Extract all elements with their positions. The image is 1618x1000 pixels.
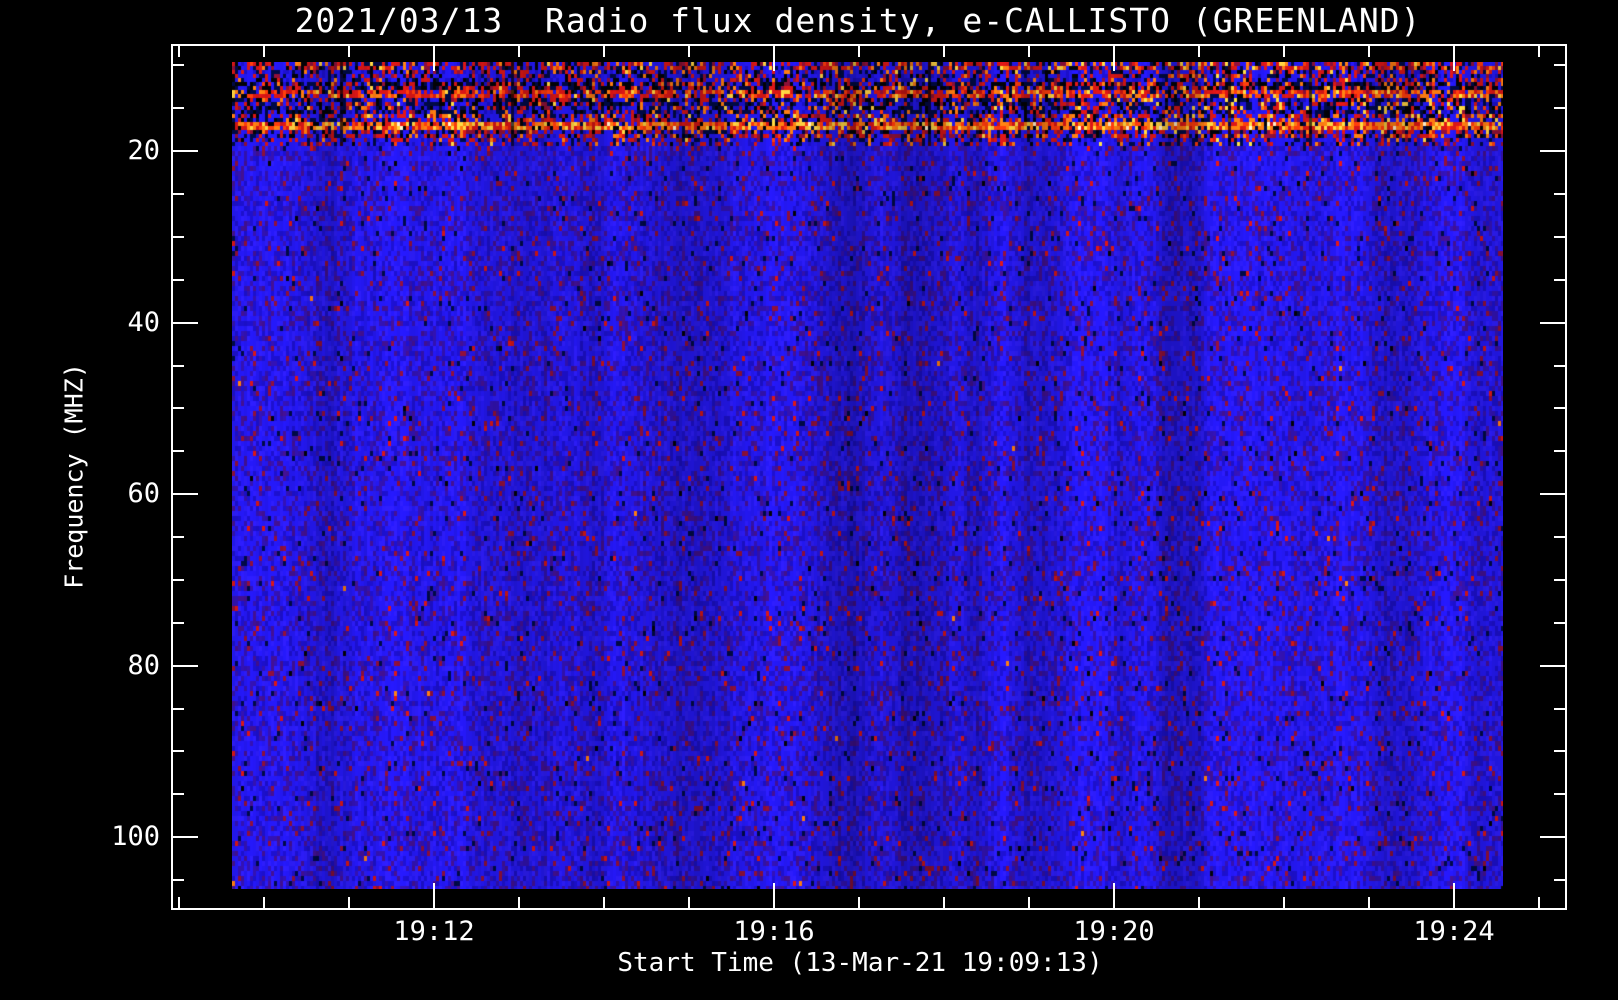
y-minor-tick-right: [1554, 365, 1567, 367]
x-tick-label-19:24: 19:24: [1413, 916, 1495, 947]
y-axis-title: Frequency (MHZ): [59, 363, 89, 589]
y-minor-tick-right: [1554, 236, 1567, 238]
y-minor-tick-left: [171, 750, 184, 752]
x-major-tick-top: [1453, 44, 1455, 71]
y-tick-label-80: 80: [127, 650, 160, 681]
y-major-tick-left: [171, 493, 198, 495]
spectrogram-canvas: [232, 62, 1503, 889]
x-minor-tick-bottom: [1028, 897, 1030, 910]
y-minor-tick-left: [171, 365, 184, 367]
x-minor-tick-top: [943, 44, 945, 57]
x-minor-tick-bottom: [348, 897, 350, 910]
y-minor-tick-right: [1554, 750, 1567, 752]
y-minor-tick-right: [1554, 879, 1567, 881]
y-major-tick-right: [1540, 836, 1567, 838]
x-minor-tick-bottom: [688, 897, 690, 910]
y-minor-tick-left: [171, 793, 184, 795]
y-minor-tick-right: [1554, 708, 1567, 710]
y-minor-tick-left: [171, 450, 184, 452]
y-minor-tick-right: [1554, 107, 1567, 109]
y-minor-tick-left: [171, 64, 184, 66]
x-tick-label-19:20: 19:20: [1073, 916, 1155, 947]
x-minor-tick-bottom: [1283, 897, 1285, 910]
y-minor-tick-left: [171, 107, 184, 109]
y-major-tick-right: [1540, 150, 1567, 152]
x-minor-tick-top: [1368, 44, 1370, 57]
x-minor-tick-bottom: [943, 897, 945, 910]
x-minor-tick-top: [1198, 44, 1200, 57]
y-tick-label-60: 60: [127, 478, 160, 509]
y-major-tick-left: [171, 836, 198, 838]
y-minor-tick-right: [1554, 579, 1567, 581]
y-minor-tick-left: [171, 579, 184, 581]
y-minor-tick-right: [1554, 536, 1567, 538]
x-minor-tick-top: [518, 44, 520, 57]
x-minor-tick-top: [688, 44, 690, 57]
x-minor-tick-bottom: [1198, 897, 1200, 910]
y-minor-tick-left: [171, 708, 184, 710]
y-minor-tick-left: [171, 236, 184, 238]
x-major-tick-top: [433, 44, 435, 71]
y-minor-tick-right: [1554, 450, 1567, 452]
y-minor-tick-left: [171, 193, 184, 195]
x-tick-label-19:16: 19:16: [733, 916, 815, 947]
x-tick-label-19:12: 19:12: [393, 916, 475, 947]
y-minor-tick-right: [1554, 279, 1567, 281]
y-major-tick-right: [1540, 493, 1567, 495]
y-minor-tick-left: [171, 536, 184, 538]
y-tick-label-40: 40: [127, 307, 160, 338]
y-major-tick-left: [171, 665, 198, 667]
y-tick-label-20: 20: [127, 135, 160, 166]
y-major-tick-right: [1540, 322, 1567, 324]
y-minor-tick-left: [171, 879, 184, 881]
x-minor-tick-top: [178, 44, 180, 57]
x-minor-tick-top: [603, 44, 605, 57]
y-major-tick-left: [171, 322, 198, 324]
x-major-tick-bottom: [1113, 883, 1115, 910]
x-minor-tick-top: [1283, 44, 1285, 57]
x-minor-tick-top: [858, 44, 860, 57]
x-minor-tick-bottom: [263, 897, 265, 910]
y-minor-tick-right: [1554, 193, 1567, 195]
x-minor-tick-top: [348, 44, 350, 57]
x-minor-tick-bottom: [1368, 897, 1370, 910]
y-tick-label-100: 100: [111, 821, 160, 852]
y-minor-tick-right: [1554, 407, 1567, 409]
y-minor-tick-left: [171, 407, 184, 409]
x-minor-tick-bottom: [603, 897, 605, 910]
x-minor-tick-bottom: [1538, 897, 1540, 910]
y-minor-tick-right: [1554, 622, 1567, 624]
x-minor-tick-bottom: [858, 897, 860, 910]
x-minor-tick-bottom: [178, 897, 180, 910]
plot-frame: [171, 44, 1567, 910]
x-axis-title: Start Time (13-Mar-21 19:09:13): [617, 948, 1103, 978]
x-minor-tick-top: [263, 44, 265, 57]
x-minor-tick-top: [1028, 44, 1030, 57]
y-minor-tick-left: [171, 622, 184, 624]
x-minor-tick-top: [1538, 44, 1540, 57]
y-minor-tick-left: [171, 279, 184, 281]
y-major-tick-right: [1540, 665, 1567, 667]
x-major-tick-bottom: [433, 883, 435, 910]
x-major-tick-top: [1113, 44, 1115, 71]
x-major-tick-top: [773, 44, 775, 71]
x-major-tick-bottom: [773, 883, 775, 910]
x-minor-tick-bottom: [518, 897, 520, 910]
y-major-tick-left: [171, 150, 198, 152]
chart-title: 2021/03/13 Radio flux density, e-CALLIST…: [294, 1, 1422, 40]
y-minor-tick-right: [1554, 64, 1567, 66]
y-minor-tick-right: [1554, 793, 1567, 795]
x-major-tick-bottom: [1453, 883, 1455, 910]
